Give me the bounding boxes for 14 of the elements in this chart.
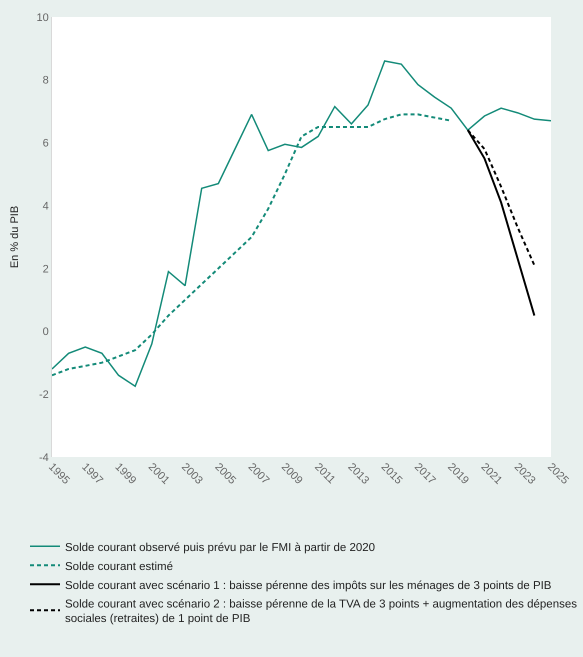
y-tick-label: 10	[36, 12, 49, 24]
line-series	[52, 60, 551, 388]
y-tick-label: -2	[39, 388, 49, 401]
y-tick-label: 0	[42, 326, 49, 338]
legend-label: Solde courant avec scénario 2 : baisse pérenne de la TVA de 3 points + augmentation des dépenses sociales (retraites) de 1 point de PIB	[65, 598, 578, 626]
y-tick-label: -4	[39, 452, 49, 464]
y-tick-label: 8	[42, 74, 49, 87]
y-tick-label: 6	[42, 138, 49, 150]
y-tick-label: 2	[42, 263, 49, 276]
legend-label: Solde courant estimé	[65, 560, 174, 573]
legend-label: Solde courant avec scénario 1 : baisse pérenne des impôts sur les ménages de 3 points de PIB	[65, 580, 552, 592]
legend-label: Solde courant observé puis prévu par le FMI à partir de 2020	[65, 542, 376, 554]
y-axis-title: En % du PIB	[9, 206, 22, 268]
y-tick-label: 4	[42, 200, 49, 212]
